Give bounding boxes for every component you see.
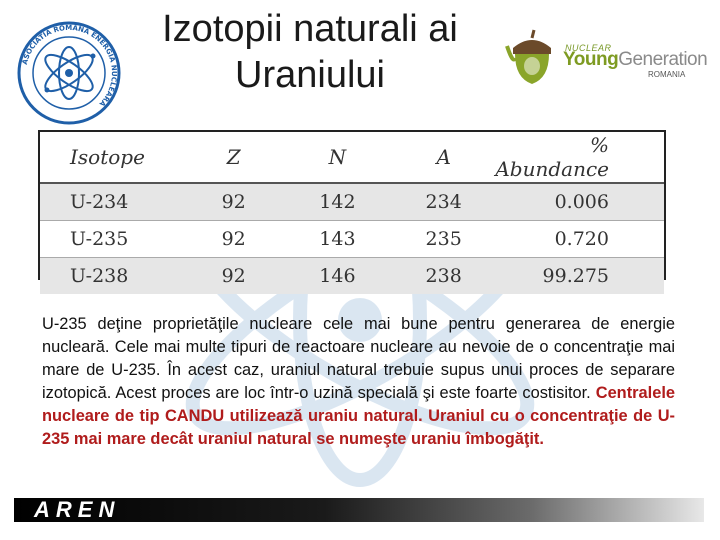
logo-nuclear-text: NUCLEAR <box>565 43 612 53</box>
cell-a: 238 <box>393 257 495 294</box>
body-text: U-235 deţine proprietăţile nucleare cele… <box>42 315 675 402</box>
cell-abundance: 0.006 <box>494 183 664 221</box>
cell-z: 92 <box>185 183 282 221</box>
body-highlight-text: Centralele nucleare de tip CANDU utilize… <box>42 384 675 448</box>
cell-z: 92 <box>185 257 282 294</box>
cell-n: 143 <box>281 220 393 258</box>
cell-isotope: U-234 <box>40 183 186 221</box>
cell-n: 142 <box>281 183 393 221</box>
footer-bar: AREN <box>0 492 720 526</box>
header-abundance: % Abundance <box>494 132 664 184</box>
cell-abundance: 0.720 <box>494 220 664 258</box>
table-row: U-234 92 142 234 0.006 <box>40 183 664 221</box>
slide-title: Izotopii naturali ai Uraniului <box>162 8 458 96</box>
table-header-row: Isotope Z N A % Abundance <box>40 132 664 184</box>
header-z: Z <box>185 132 282 184</box>
acorn-icon <box>505 29 551 84</box>
atom-seal-icon: ASOCIATIA ROMANA ENERGIA NUCLEARA <box>17 21 121 125</box>
cell-isotope: U-238 <box>40 257 186 294</box>
cell-a: 234 <box>393 183 495 221</box>
header-isotope: Isotope <box>40 132 186 184</box>
logo-country-text: ROMANIA <box>648 70 686 79</box>
cell-n: 146 <box>281 257 393 294</box>
isotope-table: Isotope Z N A % Abundance U-234 92 142 2… <box>38 130 666 294</box>
body-paragraph: U-235 deţine proprietăţile nucleare cele… <box>42 313 675 451</box>
logo-young-text: Young <box>563 49 619 70</box>
footer-brand: AREN <box>34 497 121 522</box>
cell-abundance: 99.275 <box>494 257 664 294</box>
header-a: A <box>393 132 495 184</box>
young-generation-logo: NUCLEAR YoungGeneration ROMANIA <box>503 28 708 88</box>
cell-isotope: U-235 <box>40 220 186 258</box>
table-row: U-238 92 146 238 99.275 <box>40 257 664 294</box>
cell-z: 92 <box>185 220 282 258</box>
header-n: N <box>281 132 393 184</box>
logo-generation-text: Generation <box>618 49 708 70</box>
footer-gradient <box>14 498 704 522</box>
cell-a: 235 <box>393 220 495 258</box>
logo-wordmark: YoungGeneration <box>563 49 708 71</box>
table-row: U-235 92 143 235 0.720 <box>40 220 664 258</box>
